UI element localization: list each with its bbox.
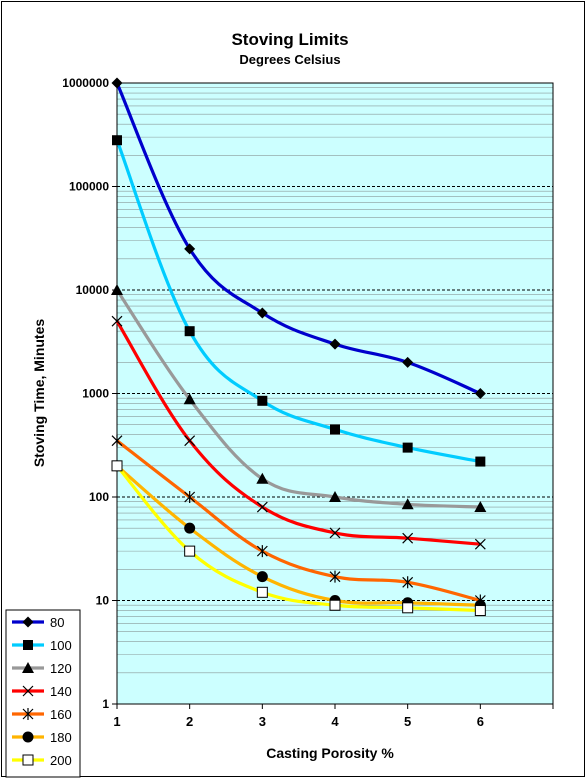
legend-marker-120 [22,662,34,673]
data-point-160 [256,545,268,558]
legend-label-200: 200 [50,753,72,768]
legend-label-100: 100 [50,638,72,653]
data-point-160 [329,570,341,583]
chart-subtitle: Degrees Celsius [239,52,340,67]
data-point-140 [329,527,341,539]
data-point-120 [256,472,269,484]
data-point-180 [256,571,268,583]
data-point-140 [402,532,414,544]
series-line-160 [116,439,481,603]
data-point-160 [402,576,414,589]
x-tick-label: 2 [186,714,193,729]
legend-marker-200 [22,754,34,766]
data-point-80 [474,388,486,399]
data-point-100 [112,135,122,146]
data-point-140 [184,435,196,447]
data-point-80 [111,77,123,89]
data-point-80 [256,307,268,319]
data-point-120 [329,491,341,502]
data-point-100 [402,442,413,453]
legend-label-160: 160 [50,707,72,722]
legend-marker-100 [23,640,33,650]
legend-marker-80 [22,616,34,628]
data-point-100 [257,395,268,406]
y-tick-label: 100000 [69,180,109,194]
data-point-140 [474,538,486,550]
y-axis-label: Stoving Time, Minutes [31,319,47,468]
data-point-200 [256,586,268,598]
x-tick-label: 1 [113,714,120,729]
legend-box [5,609,81,778]
data-point-100 [475,456,486,467]
legend-marker-180 [22,731,34,743]
legend-marker-160 [22,708,34,720]
legend-label-180: 180 [50,730,72,745]
y-tick-label: 10000 [76,283,110,297]
data-point-140 [111,315,123,327]
data-point-120 [401,498,414,510]
data-point-80 [184,243,196,255]
x-tick-label: 5 [404,714,411,729]
data-point-200 [474,605,486,617]
data-point-120 [183,393,196,405]
data-point-140 [256,501,268,513]
legend-label-80: 80 [50,615,64,630]
data-point-100 [184,326,195,337]
chart-title: Stoving Limits [231,30,348,49]
x-axis-label: Casting Porosity % [266,745,394,761]
data-point-160 [184,491,196,503]
data-point-200 [402,602,414,614]
y-tick-label: 10 [96,594,110,608]
data-point-160 [111,434,123,447]
legend-label-140: 140 [50,684,72,699]
y-tick-label: 100 [89,490,109,504]
data-point-120 [474,501,487,513]
y-tick-label: 1000000 [62,76,109,90]
x-tick-label: 4 [331,714,339,729]
data-point-200 [111,460,123,472]
data-point-180 [184,522,196,534]
data-point-80 [329,338,341,350]
data-point-100 [330,424,340,435]
x-tick-label: 3 [259,714,266,729]
data-point-200 [184,545,196,557]
series-line-140 [115,320,481,546]
legend-marker-140 [22,685,34,697]
y-tick-label: 1 [102,697,109,711]
data-point-80 [402,356,414,368]
legend-label-120: 120 [50,661,72,676]
y-tick-label: 1000 [82,387,109,401]
data-point-120 [111,284,123,295]
data-point-200 [329,599,341,611]
x-tick-label: 6 [477,714,484,729]
